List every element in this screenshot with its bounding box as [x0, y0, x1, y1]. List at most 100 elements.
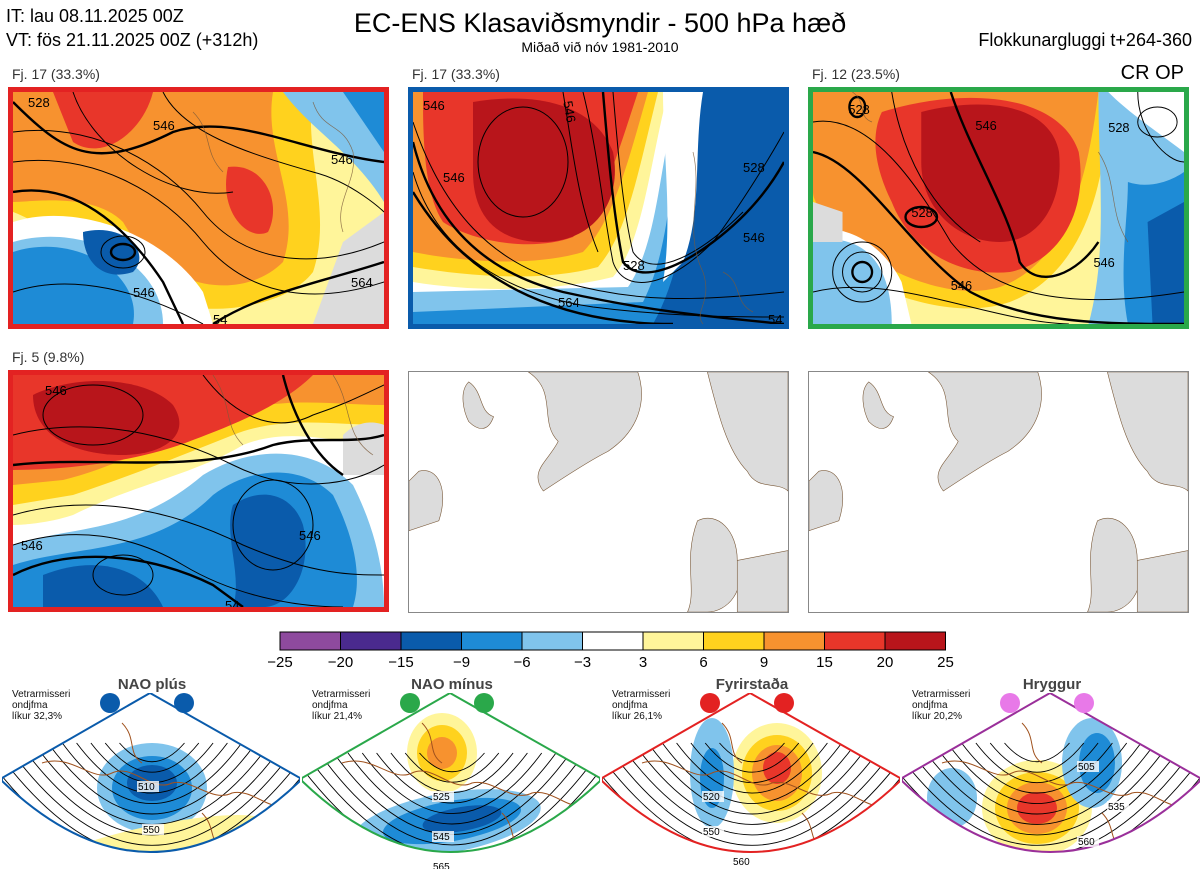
contour-label: 564 — [558, 295, 580, 310]
colorbar-swatch — [461, 631, 523, 651]
contour-label: 546 — [153, 118, 175, 133]
contour-label: 54 — [225, 598, 239, 607]
height-contour — [419, 752, 485, 773]
regime-marker-dot — [174, 693, 194, 713]
contour-label: 546 — [45, 383, 67, 398]
colorbar-tick-label: 3 — [638, 654, 648, 671]
height-contour — [76, 742, 228, 794]
regime-outline — [2, 693, 300, 853]
contour-label: 546 — [21, 538, 43, 553]
contour-label: 546 — [331, 152, 353, 167]
contour-label: 535 — [1108, 802, 1125, 813]
regime-fan-map: 525 545 565 — [302, 693, 600, 869]
colorbar-tick-label: 20 — [876, 654, 894, 671]
valid-time: VT: fös 21.11.2025 00Z (+312h) — [6, 30, 259, 50]
regime-note: Vetrarmisseri ondjfma líkur 20,2% — [912, 689, 971, 722]
contour-label: 528 — [911, 205, 932, 220]
cluster-2-map: 546 546 546 528 528 546 564 54 — [408, 87, 789, 329]
height-contour — [2, 742, 300, 852]
colorbar-swatch — [763, 631, 825, 651]
contour-label: 565 — [433, 862, 450, 869]
cluster-2-label: Fj. 17 (33.3%) — [412, 66, 500, 82]
page-title: EC-ENS Klasaviðsmyndir - 500 hPa hæð — [353, 8, 847, 38]
contour-label: 54 — [213, 312, 227, 324]
colorbar-tick-label: 15 — [816, 654, 833, 671]
regime-marker-dot — [400, 693, 420, 713]
colorbar-tick-label: −15 — [388, 654, 414, 671]
height-contour — [946, 742, 1128, 804]
colorbar-tick-label: 25 — [937, 654, 954, 671]
regime-title: Fyrirstaða — [715, 676, 789, 693]
height-contour — [361, 752, 543, 814]
contour-label: 560 — [733, 857, 750, 868]
height-contour — [975, 742, 1099, 784]
regime-marker-dot — [474, 693, 494, 713]
empty-map-panel — [408, 371, 789, 613]
contour-label: 564 — [351, 275, 373, 290]
contour-label: 546 — [443, 170, 465, 185]
regime-outline — [902, 693, 1200, 853]
colorbar-swatch — [703, 631, 765, 651]
regime-outline — [602, 693, 900, 853]
regime-marker-dot — [100, 693, 120, 713]
contour-label: 528 — [623, 258, 645, 273]
height-contour — [376, 752, 528, 804]
colorbar-swatch — [521, 631, 583, 651]
cluster-1-label: Fj. 17 (33.3%) — [12, 66, 100, 82]
anomaly-shading — [422, 805, 502, 833]
cluster-3-label: Fj. 12 (23.5%) — [812, 66, 900, 82]
contour-label: 528 — [1108, 120, 1129, 135]
cluster-3-map: 528 546 528 528 546 546 — [808, 87, 1189, 329]
height-contour — [119, 742, 185, 763]
cluster-1-map: 528 546 546 546 564 54 — [8, 87, 389, 329]
contour-label: 560 — [1078, 837, 1095, 848]
regime-title: Hryggur — [1022, 676, 1082, 693]
regime-marker-dot — [1074, 693, 1094, 713]
colorbar-tick-label: 9 — [759, 654, 769, 671]
contour-label: 546 — [743, 230, 765, 245]
regime-marker-dot — [1000, 693, 1020, 713]
height-contour — [1004, 742, 1070, 763]
contour-label: 528 — [28, 95, 50, 110]
regime-note: Vetrarmisseri ondjfma líkur 21,4% — [312, 689, 371, 722]
contour-label: 546 — [423, 98, 445, 113]
contour-label: 528 — [743, 160, 765, 175]
page-subtitle: Miðað við nóv 1981-2010 — [521, 39, 679, 55]
contour-label: 528 — [848, 102, 869, 117]
anomaly-shading — [1017, 792, 1057, 824]
colorbar-tick-label: 6 — [699, 654, 708, 671]
height-contour — [647, 742, 857, 815]
height-contour — [932, 742, 1142, 815]
colorbar-tick-label: −9 — [452, 654, 471, 671]
colorbar-swatch — [340, 631, 402, 651]
contour-label: 520 — [703, 792, 720, 803]
classification-window: Flokkunargluggi t+264-360 — [978, 30, 1192, 50]
height-contour — [602, 742, 900, 852]
anomaly-shading — [427, 737, 457, 769]
height-contour — [104, 742, 200, 773]
colorbar-swatch — [884, 631, 946, 651]
regime-title: NAO mínus — [411, 676, 493, 693]
height-contour — [902, 742, 1185, 846]
height-contour — [904, 742, 1170, 836]
anomaly-shading — [763, 752, 791, 784]
height-contour — [304, 752, 600, 852]
regime-title: NAO plús — [117, 676, 187, 693]
height-contour — [704, 742, 800, 773]
height-contour — [989, 742, 1085, 773]
height-contour — [347, 752, 557, 825]
contour-label: 546 — [299, 528, 321, 543]
regime-fan-map: 505 535 560 — [902, 693, 1200, 853]
height-contour — [918, 742, 1156, 825]
regime-note: Vetrarmisseri ondjfma líkur 32,3% — [12, 689, 71, 722]
regime-marker-dot — [700, 693, 720, 713]
height-contour — [47, 742, 257, 815]
contour-label: 545 — [433, 832, 450, 843]
contour-label: 546 — [975, 118, 996, 133]
regime-marker-dot — [774, 693, 794, 713]
height-contour — [719, 742, 785, 763]
regime-fan-map: 510 550 — [2, 693, 300, 853]
empty-map-panel — [808, 371, 1189, 613]
regime-outline — [302, 693, 600, 853]
contour-label: 525 — [433, 792, 450, 803]
